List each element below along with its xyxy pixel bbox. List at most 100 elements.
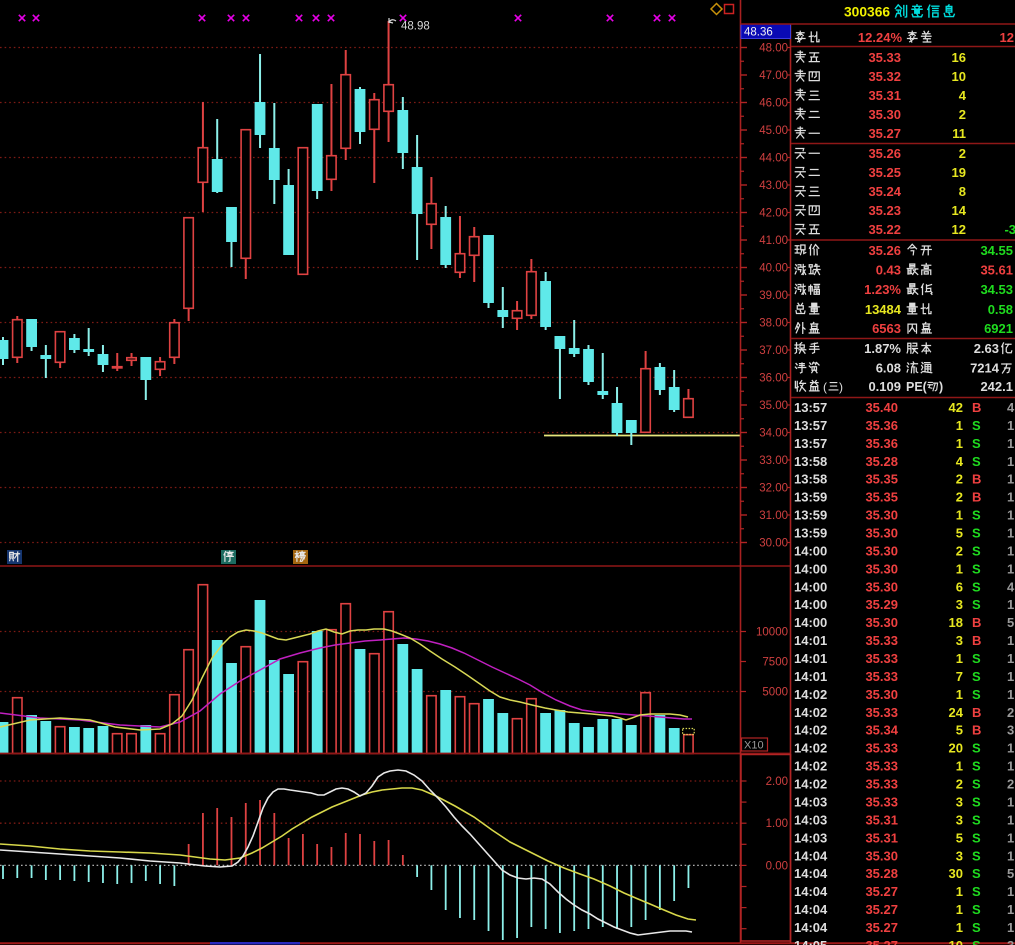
svg-text:14:04: 14:04	[794, 848, 828, 863]
svg-text:S: S	[972, 418, 981, 433]
svg-text:14:01: 14:01	[794, 651, 827, 666]
svg-text:B: B	[972, 400, 981, 415]
svg-text:35.32: 35.32	[868, 69, 901, 84]
svg-text:2: 2	[959, 107, 966, 122]
svg-text:14:01: 14:01	[794, 633, 827, 648]
svg-text:1: 1	[956, 902, 963, 917]
svg-text:1: 1	[1007, 561, 1014, 576]
svg-text:14:04: 14:04	[794, 920, 828, 935]
svg-text:2: 2	[1007, 705, 1014, 720]
svg-text:35.35: 35.35	[865, 472, 898, 487]
svg-text:14:00: 14:00	[794, 597, 827, 612]
svg-text:2: 2	[956, 472, 963, 487]
svg-text:1: 1	[956, 759, 963, 774]
svg-text:5000: 5000	[762, 687, 788, 699]
svg-text:35.61: 35.61	[980, 263, 1013, 278]
svg-text:1: 1	[1007, 633, 1014, 648]
svg-text:13:57: 13:57	[794, 400, 827, 415]
svg-text:37.00: 37.00	[759, 345, 788, 357]
svg-text:35.33: 35.33	[868, 50, 901, 65]
svg-text:3: 3	[1007, 723, 1014, 738]
svg-text:S: S	[972, 579, 981, 594]
svg-text:35.30: 35.30	[865, 615, 898, 630]
svg-text:6: 6	[956, 579, 963, 594]
svg-text:18: 18	[949, 615, 963, 630]
svg-text:35.26: 35.26	[868, 243, 901, 258]
svg-text:46.00: 46.00	[759, 98, 788, 110]
svg-text:3: 3	[956, 794, 963, 809]
svg-text:1: 1	[1007, 418, 1014, 433]
svg-text:35.00: 35.00	[759, 400, 788, 412]
svg-text:12.24%: 12.24%	[858, 30, 903, 45]
svg-text:1: 1	[1007, 759, 1014, 774]
svg-text:6921: 6921	[984, 321, 1013, 336]
svg-text:14:02: 14:02	[794, 705, 827, 720]
svg-text:2: 2	[956, 777, 963, 792]
svg-text:35.25: 35.25	[868, 165, 901, 180]
svg-text:35.30: 35.30	[865, 848, 898, 863]
svg-text:3: 3	[956, 633, 963, 648]
svg-text:1: 1	[956, 687, 963, 702]
svg-text:10000: 10000	[756, 627, 788, 639]
svg-text:1: 1	[1007, 794, 1014, 809]
svg-text:35.31: 35.31	[865, 830, 898, 845]
svg-text:0.43: 0.43	[876, 263, 901, 278]
svg-text:0.58: 0.58	[988, 302, 1013, 317]
svg-text:35.27: 35.27	[868, 126, 901, 141]
svg-text:S: S	[972, 759, 981, 774]
svg-text:14:00: 14:00	[794, 579, 827, 594]
svg-text:1: 1	[956, 884, 963, 899]
svg-text:10: 10	[952, 69, 966, 84]
svg-text:19: 19	[952, 165, 966, 180]
svg-text:35.30: 35.30	[865, 561, 898, 576]
svg-text:48.98: 48.98	[401, 21, 430, 33]
svg-text:S: S	[972, 830, 981, 845]
svg-text:13484: 13484	[865, 302, 902, 317]
svg-text:4: 4	[959, 88, 967, 103]
svg-text:6.08: 6.08	[876, 361, 901, 376]
svg-text:1: 1	[1007, 436, 1014, 451]
svg-text:14:00: 14:00	[794, 561, 827, 576]
svg-text:35.35: 35.35	[865, 490, 898, 505]
svg-text:5: 5	[956, 526, 963, 541]
svg-text:14:02: 14:02	[794, 759, 827, 774]
svg-text:35.40: 35.40	[865, 400, 898, 415]
svg-text:1: 1	[956, 561, 963, 576]
svg-text:0.00: 0.00	[766, 860, 788, 872]
svg-text:S: S	[972, 543, 981, 558]
svg-text:38.00: 38.00	[759, 318, 788, 330]
svg-text:35.30: 35.30	[865, 543, 898, 558]
svg-text:7: 7	[956, 669, 963, 684]
svg-text:13:57: 13:57	[794, 418, 827, 433]
svg-text:14: 14	[952, 203, 967, 218]
svg-text:43.00: 43.00	[759, 180, 788, 192]
svg-text:13:58: 13:58	[794, 454, 827, 469]
svg-text:1: 1	[1007, 669, 1014, 684]
svg-text:35.33: 35.33	[865, 741, 898, 756]
svg-text:1: 1	[956, 920, 963, 935]
svg-text:1: 1	[1007, 651, 1014, 666]
svg-text:13:59: 13:59	[794, 526, 827, 541]
svg-text:S: S	[972, 866, 981, 881]
svg-text:10: 10	[949, 938, 963, 945]
svg-text:4: 4	[956, 454, 964, 469]
svg-text:S: S	[972, 597, 981, 612]
svg-text:48.36: 48.36	[744, 27, 773, 39]
svg-text:1: 1	[1007, 920, 1014, 935]
svg-text:3: 3	[956, 597, 963, 612]
svg-text:35.30: 35.30	[865, 526, 898, 541]
svg-text:S: S	[972, 777, 981, 792]
svg-text:0.109: 0.109	[868, 379, 901, 394]
svg-text:14:04: 14:04	[794, 884, 828, 899]
svg-text:35.23: 35.23	[868, 203, 901, 218]
svg-text:14:04: 14:04	[794, 866, 828, 881]
svg-text:1: 1	[1007, 543, 1014, 558]
svg-text:34.53: 34.53	[980, 282, 1013, 297]
svg-text:S: S	[972, 884, 981, 899]
svg-text:14:02: 14:02	[794, 777, 827, 792]
svg-text:13:57: 13:57	[794, 436, 827, 451]
svg-text:5: 5	[1007, 866, 1014, 881]
svg-text:35.22: 35.22	[868, 222, 901, 237]
svg-text:12: 12	[952, 222, 966, 237]
svg-text:1.00: 1.00	[766, 818, 788, 830]
